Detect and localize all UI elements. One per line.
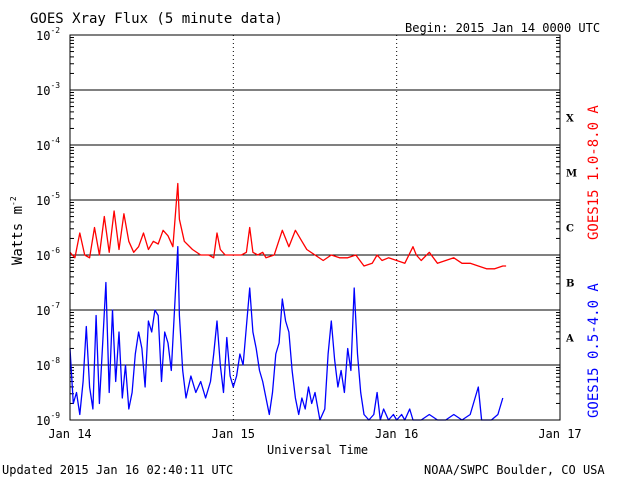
noaa-credit: NOAA/SWPC Boulder, CO USA (424, 463, 605, 477)
y-tick-base: 10 (36, 359, 50, 373)
x-axis-label: Universal Time (267, 443, 368, 457)
y-axis-label-exp: -2 (9, 196, 18, 206)
x-tick-label: Jan 16 (375, 427, 418, 441)
plot-frame (69, 34, 561, 421)
legend-long-channel: GOES15 1.0-8.0 A (586, 105, 602, 240)
flare-class-label: A (565, 334, 574, 345)
y-tick-base: 10 (36, 84, 50, 98)
flare-class-label: X (566, 114, 574, 125)
grid (70, 35, 560, 420)
flare-class-label: B (566, 279, 574, 290)
legend-short-channel: GOES15 0.5-4.0 A (586, 283, 602, 418)
y-tick-label: 10-2 (36, 26, 60, 43)
y-tick-exp: -7 (50, 301, 60, 310)
flare-class-label: C (566, 224, 574, 235)
flare-class-label: M (566, 169, 577, 180)
y-axis-label-base: Watts m (10, 206, 26, 265)
y-tick-label: 10-5 (36, 191, 60, 208)
y-tick-exp: -3 (50, 81, 60, 90)
y-tick-exp: -5 (50, 191, 60, 200)
y-tick-label: 10-7 (36, 301, 60, 318)
y-tick-base: 10 (36, 414, 50, 428)
y-axis-label: Watts m-2 (9, 196, 26, 265)
y-tick-label: 10-3 (36, 81, 60, 98)
y-tick-exp: -9 (50, 411, 60, 420)
x-tick-label: Jan 15 (212, 427, 255, 441)
y-tick-exp: -2 (50, 26, 60, 35)
y-tick-exp: -8 (50, 356, 60, 365)
series-short-channel-line (69, 246, 504, 421)
x-tick-labels: Jan 14 Jan 15 Jan 16 Jan 17 (48, 427, 581, 441)
series-layer (69, 182, 507, 421)
y-tick-exp: -4 (50, 136, 60, 145)
y-tick-base: 10 (36, 304, 50, 318)
y-tick-exp: -6 (50, 246, 60, 255)
x-tick-label: Jan 14 (48, 427, 91, 441)
flare-class-labels: A B C M X (565, 114, 577, 345)
y-tick-labels: 10-910-810-710-610-510-410-310-2 (36, 26, 60, 428)
y-tick-label: 10-9 (36, 411, 60, 428)
y-tick-base: 10 (36, 139, 50, 153)
series-long-channel-line (69, 182, 507, 270)
y-tick-label: 10-6 (36, 246, 60, 263)
chart-title: GOES Xray Flux (5 minute data) (30, 11, 283, 27)
begin-label: Begin: 2015 Jan 14 0000 UTC (405, 21, 600, 35)
y-tick-base: 10 (36, 249, 50, 263)
y-tick-label: 10-4 (36, 136, 60, 153)
y-tick-base: 10 (36, 29, 50, 43)
y-tick-base: 10 (36, 194, 50, 208)
x-tick-label: Jan 17 (538, 427, 581, 441)
updated-timestamp: Updated 2015 Jan 16 02:40:11 UTC (2, 463, 233, 477)
y-tick-label: 10-8 (36, 356, 60, 373)
